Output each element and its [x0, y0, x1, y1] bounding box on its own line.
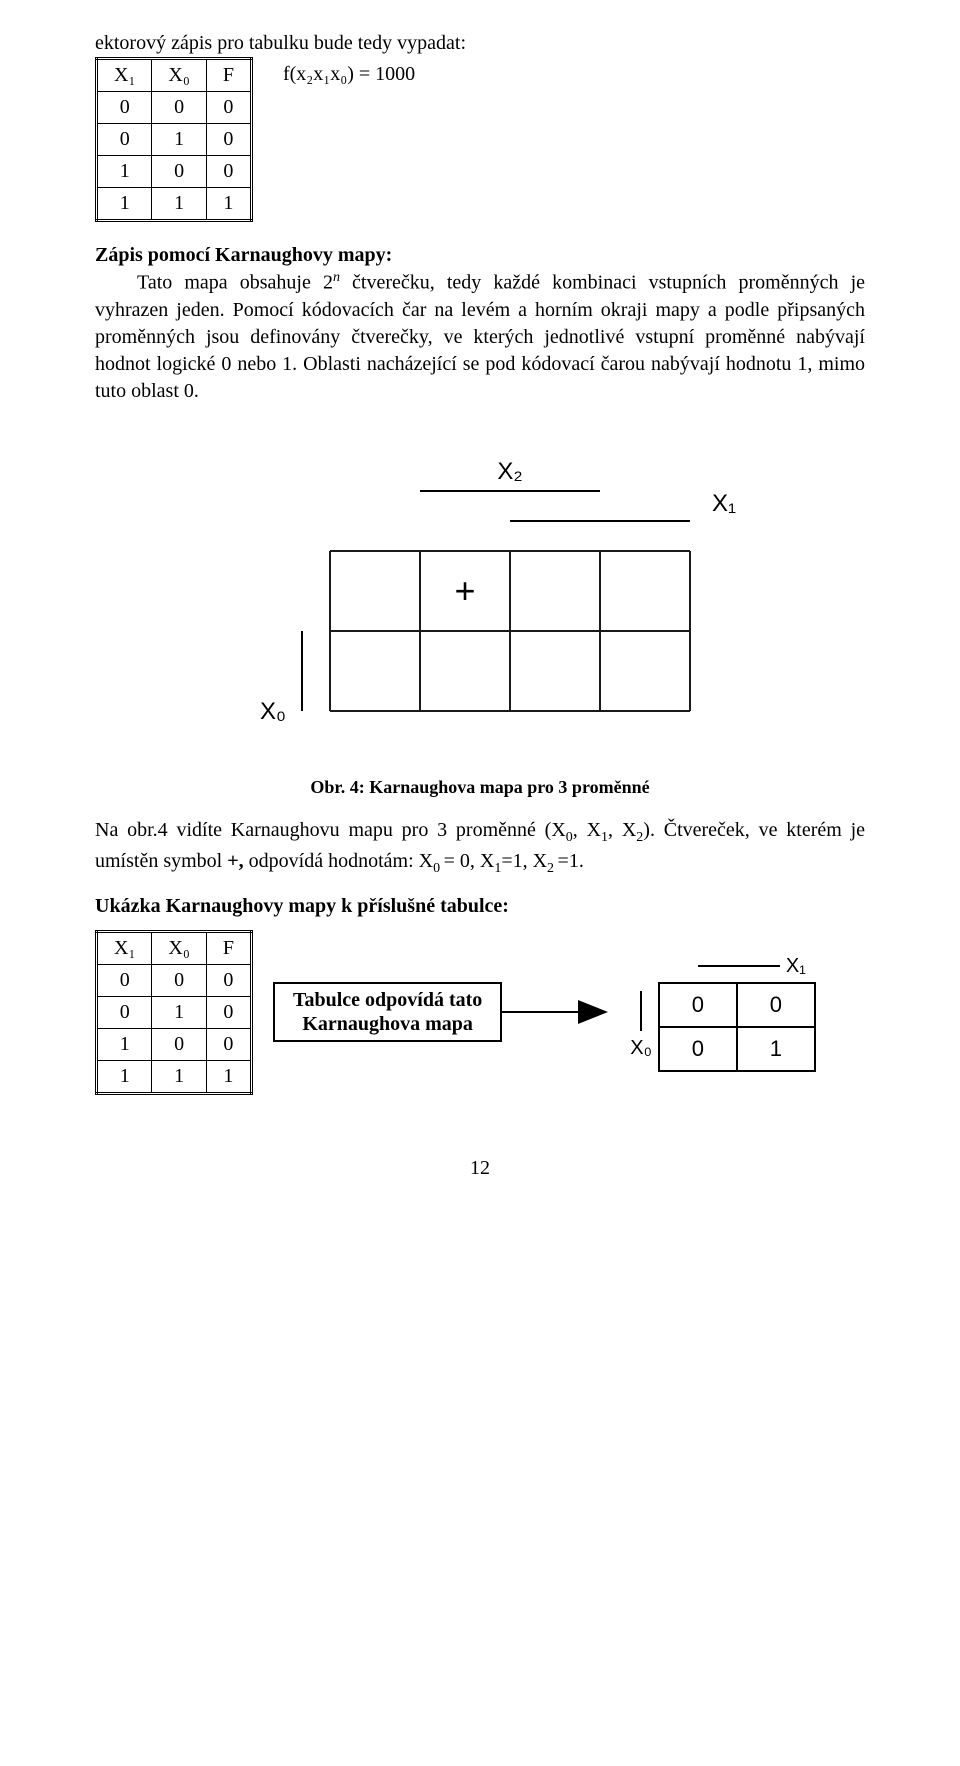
kmap-2x2-grid: 0 0 0 1 [658, 982, 816, 1072]
paragraph-1: Tato mapa obsahuje 2n čtverečku, tedy ka… [95, 269, 865, 405]
td: 0 [152, 92, 206, 124]
td: 1 [97, 1060, 152, 1093]
label-x1: X₁ [786, 955, 806, 977]
kmap-3var-figure: + X₂ X₁ X₀ [220, 431, 740, 761]
td: 0 [97, 124, 152, 156]
svg-text:X₂: X₂ [497, 458, 522, 485]
td: 0 [97, 92, 152, 124]
heading-zapis: Zápis pomocí Karnaughovy mapy: [95, 242, 865, 269]
td: 0 [97, 996, 152, 1028]
th: X₁ [97, 59, 152, 92]
kmap-2x2-left-label: X₀ [630, 991, 652, 1062]
callout-line-1: Tabulce odpovídá tato [293, 988, 482, 1012]
td: 0 [206, 996, 251, 1028]
td: 0 [206, 964, 251, 996]
heading-ukazka: Ukázka Karnaughovy mapy k příslušné tabu… [95, 893, 865, 920]
th: F [206, 931, 251, 964]
td: 0 [152, 156, 206, 188]
td: 1 [152, 124, 206, 156]
figure-caption: Obr. 4: Karnaughova mapa pro 3 proměnné [95, 775, 865, 799]
arrow-icon [500, 982, 610, 1042]
th: X₁ [97, 931, 152, 964]
td: 1 [97, 1028, 152, 1060]
callout-line-2: Karnaughova mapa [293, 1012, 482, 1036]
paragraph-2: Na obr.4 vidíte Karnaughovu mapu pro 3 p… [95, 817, 865, 879]
kmap-cell: 0 [659, 1027, 737, 1071]
td: 1 [206, 1060, 251, 1093]
intro-text: ektorový zápis pro tabulku bude tedy vyp… [95, 30, 865, 57]
kmap-cell: 1 [737, 1027, 815, 1071]
td: 0 [152, 1028, 206, 1060]
kmap-2x2-top-label: X₁ [698, 953, 816, 980]
td: 0 [206, 156, 251, 188]
kmap-2x2: X₁ X₀ 0 0 0 1 [630, 953, 816, 1072]
td: 1 [152, 996, 206, 1028]
th: X₀ [152, 59, 206, 92]
page-number: 12 [95, 1155, 865, 1182]
td: 0 [152, 964, 206, 996]
td: 0 [206, 92, 251, 124]
truth-table-2: X₁ X₀ F 0 0 0 0 1 0 1 0 0 1 1 1 [95, 930, 253, 1095]
svg-text:+: + [454, 570, 475, 611]
kmap-cell: 0 [737, 983, 815, 1027]
td: 0 [97, 964, 152, 996]
callout-arrow: Tabulce odpovídá tato Karnaughova mapa [273, 982, 610, 1042]
td: 1 [97, 156, 152, 188]
kmap-cell: 0 [659, 983, 737, 1027]
fx-expression: f(x₂x₁x₀) = 1000 [283, 57, 415, 88]
td: 1 [152, 188, 206, 221]
svg-text:X₁: X₁ [712, 490, 736, 517]
truth-table-1: X₁ X₀ F 0 0 0 0 1 0 1 0 0 1 1 1 [95, 57, 253, 222]
th: F [206, 59, 251, 92]
svg-text:X₀: X₀ [260, 698, 286, 725]
td: 1 [206, 188, 251, 221]
th: X₀ [152, 931, 206, 964]
td: 1 [97, 188, 152, 221]
td: 0 [206, 124, 251, 156]
callout-box: Tabulce odpovídá tato Karnaughova mapa [273, 982, 502, 1042]
label-x0: X₀ [630, 1035, 652, 1062]
td: 1 [152, 1060, 206, 1093]
td: 0 [206, 1028, 251, 1060]
